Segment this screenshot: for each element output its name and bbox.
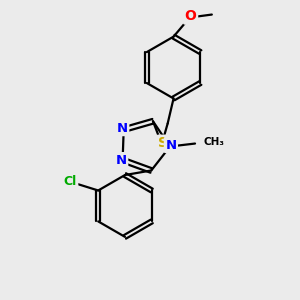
Text: S: S — [158, 136, 168, 150]
Text: N: N — [116, 154, 127, 166]
Text: O: O — [185, 9, 197, 23]
Text: CH₃: CH₃ — [204, 137, 225, 147]
Text: Cl: Cl — [64, 175, 77, 188]
Text: N: N — [165, 139, 176, 152]
Text: N: N — [117, 122, 128, 135]
